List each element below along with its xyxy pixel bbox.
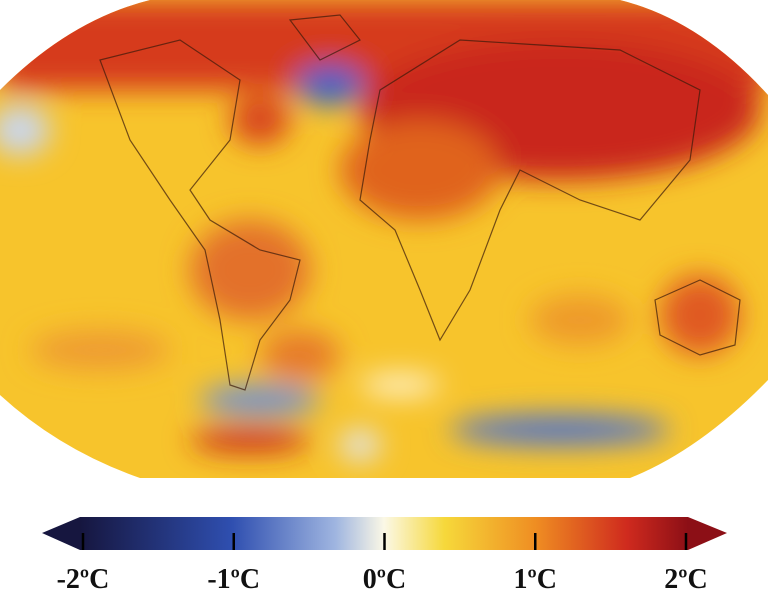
colorbar-arrow-low [42, 517, 80, 550]
tick-label: -1ºC [207, 564, 260, 595]
tick-label: -2ºC [57, 564, 110, 595]
colorbar-arrow-high [688, 517, 727, 550]
colorbar-ticks: -2ºC -1ºC 0ºC 1ºC 2ºC [57, 533, 708, 595]
tick-label: 1ºC [514, 564, 557, 595]
tick-label: 2ºC [664, 564, 707, 595]
temperature-map [0, 0, 768, 478]
tick-label: 0ºC [363, 564, 406, 595]
